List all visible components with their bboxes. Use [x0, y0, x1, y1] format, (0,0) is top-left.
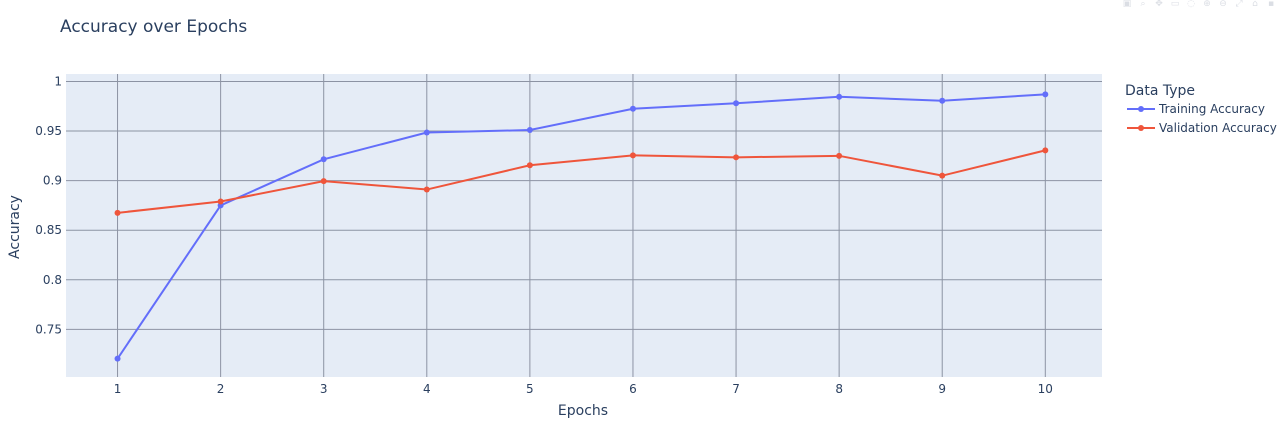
y-tick-label: 0.95	[35, 124, 62, 138]
plotly-logo-icon[interactable]: ▪	[1267, 0, 1275, 9]
autoscale-icon[interactable]: ⤢	[1235, 0, 1243, 9]
data-point[interactable]	[629, 105, 636, 112]
y-tick-label: 1	[54, 74, 62, 88]
data-point[interactable]	[733, 100, 740, 107]
x-tick-label: 4	[423, 382, 431, 396]
legend-label: Validation Accuracy	[1159, 121, 1277, 135]
series-training-accuracy[interactable]	[114, 91, 1049, 362]
data-point[interactable]	[733, 154, 740, 161]
x-tick-label: 6	[629, 382, 637, 396]
camera-icon[interactable]: ▣	[1122, 0, 1132, 9]
series-line[interactable]	[117, 149, 1046, 214]
x-tick-label: 8	[835, 382, 843, 396]
x-axis-ticks: 1 2 3 4 5 6 7 8 9 10	[114, 382, 1053, 396]
x-tick-label: 9	[938, 382, 946, 396]
data-point[interactable]	[320, 156, 327, 163]
data-point[interactable]	[114, 355, 121, 362]
x-tick-label: 7	[732, 382, 740, 396]
zoom-icon[interactable]: ⌕	[1140, 0, 1146, 9]
data-point[interactable]	[114, 209, 121, 216]
x-tick-label: 1	[114, 382, 122, 396]
y-axis-title: Accuracy	[7, 195, 23, 259]
x-axis-title: Epochs	[558, 403, 608, 419]
lasso-icon[interactable]: ◌	[1187, 0, 1195, 9]
legend-label: Training Accuracy	[1158, 102, 1265, 116]
plot-area	[66, 74, 1102, 377]
data-point[interactable]	[423, 129, 430, 136]
data-point[interactable]	[1042, 91, 1049, 98]
legend-item[interactable]: Validation Accuracy	[1127, 121, 1277, 135]
grid-lines	[66, 74, 1102, 377]
data-point[interactable]	[526, 127, 533, 134]
data-point[interactable]	[1042, 147, 1049, 154]
legend-marker-icon	[1138, 125, 1144, 131]
data-point[interactable]	[320, 178, 327, 185]
data-point[interactable]	[836, 152, 843, 159]
reset-icon[interactable]: ⌂	[1252, 0, 1258, 9]
x-tick-label: 3	[320, 382, 328, 396]
box-select-icon[interactable]: ▭	[1170, 0, 1180, 9]
y-tick-label: 0.75	[35, 322, 62, 336]
pan-icon[interactable]: ✥	[1155, 0, 1163, 9]
data-point[interactable]	[836, 93, 843, 100]
zoom-out-icon[interactable]: ⊖	[1219, 0, 1227, 9]
y-tick-label: 0.85	[35, 223, 62, 237]
series-validation-accuracy[interactable]	[114, 147, 1049, 216]
x-tick-label: 5	[526, 382, 534, 396]
data-point[interactable]	[939, 172, 946, 179]
legend-items[interactable]: Training Accuracy Validation Accuracy	[1127, 102, 1277, 135]
y-axis-ticks: 0.75 0.8 0.85 0.9 0.95 1	[35, 74, 62, 336]
data-point[interactable]	[629, 152, 636, 159]
x-tick-label: 10	[1038, 382, 1053, 396]
data-point[interactable]	[526, 162, 533, 169]
series-layer	[114, 91, 1049, 362]
legend-title: Data Type	[1125, 83, 1195, 99]
data-point[interactable]	[939, 97, 946, 104]
modebar-toolbar[interactable]: ▣ ⌕ ✥ ▭ ◌ ⊕ ⊖ ⤢ ⌂ ▪	[1122, 0, 1276, 9]
legend-marker-icon	[1138, 106, 1144, 112]
legend[interactable]: Data Type Training Accuracy Validation Ac…	[1125, 83, 1277, 135]
series-line[interactable]	[116, 93, 1046, 360]
zoom-in-icon[interactable]: ⊕	[1203, 0, 1211, 9]
y-tick-label: 0.9	[43, 174, 62, 188]
y-tick-label: 0.8	[43, 273, 62, 287]
legend-item[interactable]: Training Accuracy	[1127, 102, 1265, 116]
data-point[interactable]	[217, 198, 224, 205]
data-point[interactable]	[423, 186, 430, 193]
chart-title: Accuracy over Epochs	[60, 17, 247, 37]
x-tick-label: 2	[217, 382, 225, 396]
